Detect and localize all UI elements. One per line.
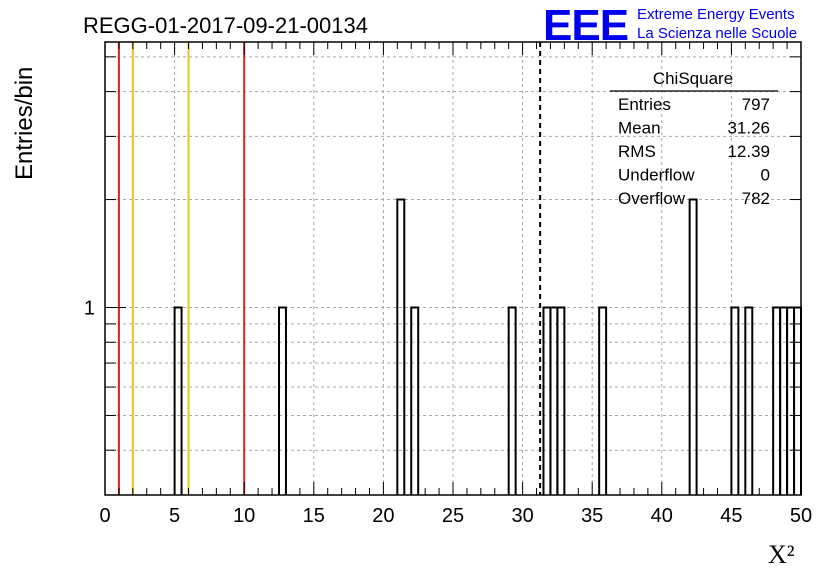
stats-title: ChiSquare (653, 69, 733, 88)
reference-lines (117, 42, 542, 495)
x-tick-label-10: 50 (790, 505, 812, 527)
stats-label-mean: Mean (618, 119, 661, 138)
x-tick-label-3: 15 (303, 505, 325, 527)
stats-value-overflow: 782 (742, 189, 770, 208)
chart-title: REGG-01-2017-09-21-00134 (83, 13, 368, 38)
y-tick-label-0: 1 (84, 297, 95, 319)
stats-box: ChiSquare Entries 797 Mean 31.26 RMS 12.39 Unde… (610, 69, 778, 208)
histogram-bin-14 (786, 306, 796, 495)
histogram-bin-15 (793, 306, 802, 495)
histogram-bin-9 (688, 198, 698, 495)
histogram-bin-10 (730, 306, 740, 495)
histogram-bin-7 (556, 306, 566, 495)
x-tick-label-4: 20 (372, 505, 394, 527)
x-axis-ticks: 0 5 10 15 20 25 30 35 40 45 50 (99, 42, 812, 527)
histogram-bin-4 (507, 306, 517, 495)
histogram-bin-0 (173, 306, 183, 495)
stats-label-rms: RMS (618, 142, 656, 161)
stats-label-underflow: Underflow (618, 166, 695, 185)
stats-label-overflow: Overflow (618, 189, 686, 208)
stats-value-underflow: 0 (761, 166, 770, 185)
stats-value-mean: 31.26 (727, 119, 770, 138)
x-axis-title: X² (768, 540, 795, 569)
histogram-bin-12 (772, 306, 782, 495)
x-tick-label-8: 40 (651, 505, 673, 527)
stats-value-entries: 797 (742, 95, 770, 114)
histogram-bin-5 (542, 306, 552, 495)
x-tick-label-1: 5 (169, 505, 180, 527)
x-tick-label-2: 10 (233, 505, 255, 527)
x-tick-label-7: 35 (581, 505, 603, 527)
stats-value-rms: 12.39 (727, 142, 770, 161)
x-tick-label-5: 25 (442, 505, 464, 527)
grid-lines (105, 42, 801, 496)
stats-label-entries: Entries (618, 95, 671, 114)
x-tick-label-0: 0 (99, 505, 110, 527)
logo-line1: Extreme Energy Events (637, 6, 795, 23)
y-axis-ticks: 1 (84, 56, 801, 496)
histogram-bin-1 (278, 306, 287, 495)
histogram-bin-11 (744, 306, 754, 495)
x-tick-label-9: 45 (720, 505, 742, 527)
y-axis-title: Entries/bin (11, 67, 38, 180)
histogram-bin-3 (410, 306, 420, 495)
histogram-bin-6 (549, 306, 559, 495)
histogram-bin-13 (779, 306, 789, 495)
histogram-bin-8 (598, 306, 608, 495)
logo-line2: La Scienza nelle Scuole (637, 25, 797, 42)
x-tick-label-6: 30 (511, 505, 533, 527)
histogram-bin-2 (396, 198, 406, 495)
eee-logo: EEE Extreme Energy Events La Scienza nel… (543, 1, 797, 50)
